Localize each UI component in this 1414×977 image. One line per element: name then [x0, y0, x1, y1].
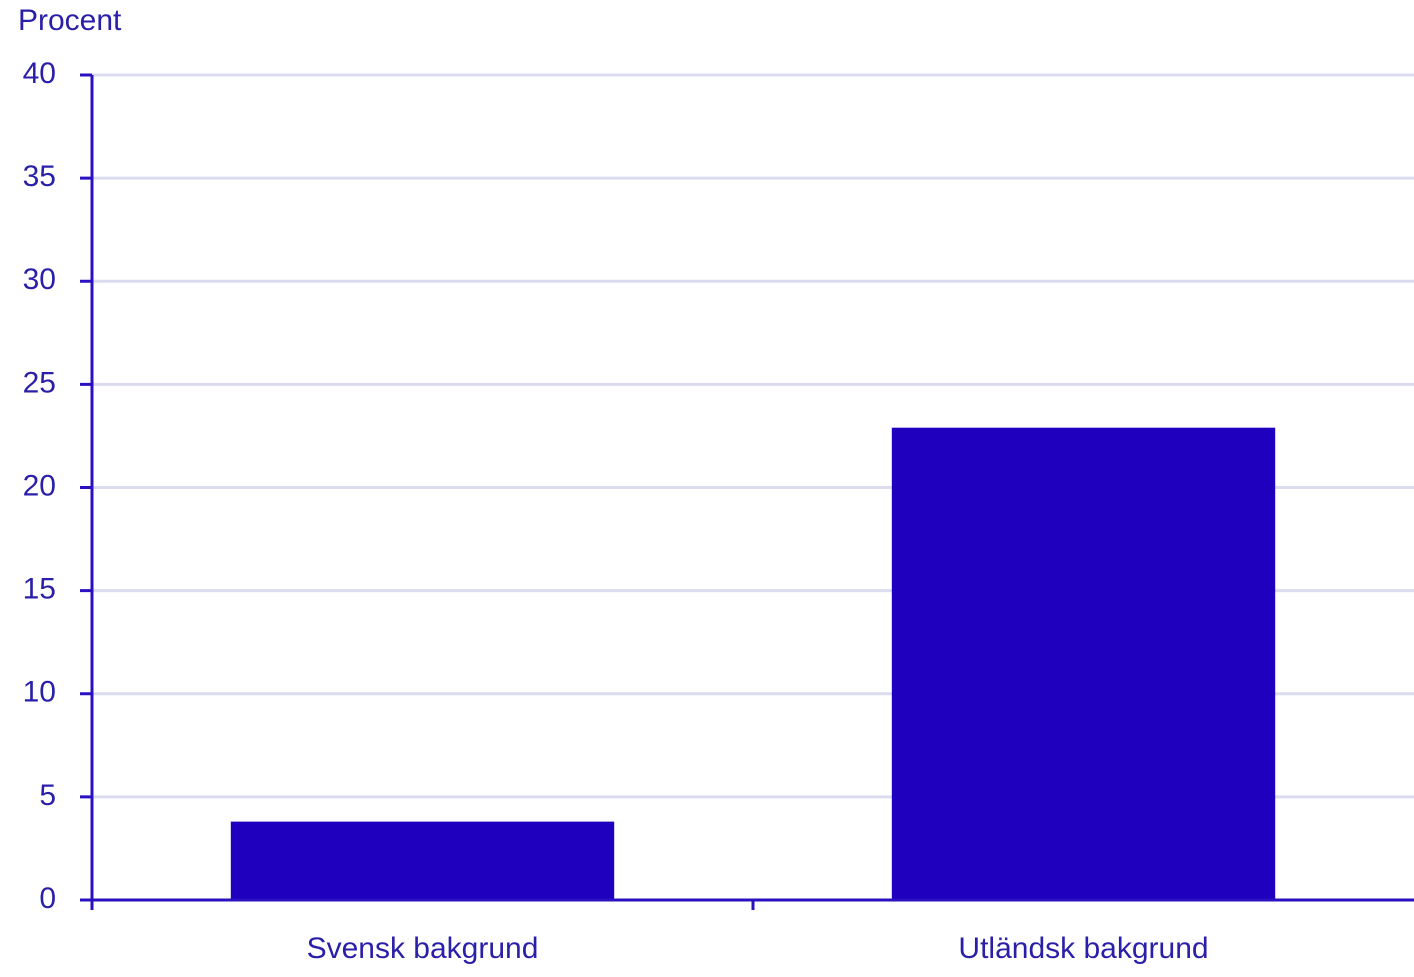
- y-tick-label: 15: [23, 573, 56, 606]
- bar: [230, 821, 615, 900]
- y-tick-label: 35: [23, 160, 56, 193]
- y-tick-label: 5: [39, 779, 56, 812]
- x-tick-label: Utländsk bakgrund: [958, 932, 1208, 965]
- x-tick-label: Svensk bakgrund: [307, 932, 539, 965]
- y-tick-label: 0: [39, 882, 56, 915]
- y-axis-label: Procent: [18, 4, 122, 37]
- y-tick-label: 25: [23, 366, 56, 399]
- y-tick-label: 30: [23, 263, 56, 296]
- bar: [891, 427, 1276, 900]
- y-tick-label: 10: [23, 676, 56, 709]
- y-tick-label: 20: [23, 469, 56, 502]
- y-tick-label: 40: [23, 57, 56, 90]
